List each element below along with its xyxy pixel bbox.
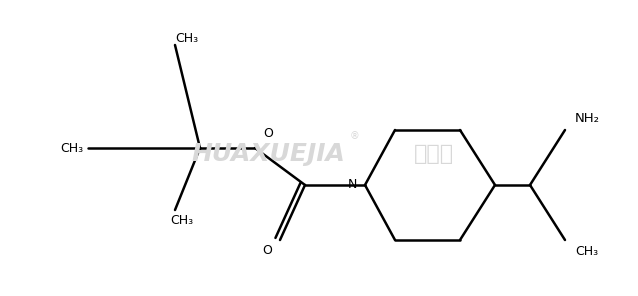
Text: O: O bbox=[263, 127, 273, 140]
Text: N: N bbox=[348, 178, 357, 192]
Text: NH₂: NH₂ bbox=[575, 112, 600, 125]
Text: O: O bbox=[262, 244, 272, 257]
Text: CH₃: CH₃ bbox=[575, 245, 598, 258]
Text: CH₃: CH₃ bbox=[170, 214, 193, 227]
Text: ®: ® bbox=[349, 131, 359, 141]
Text: CH₃: CH₃ bbox=[60, 141, 83, 155]
Text: HUAXUEJIA: HUAXUEJIA bbox=[191, 142, 345, 166]
Text: 化学加: 化学加 bbox=[414, 144, 454, 164]
Text: CH₃: CH₃ bbox=[175, 32, 198, 45]
